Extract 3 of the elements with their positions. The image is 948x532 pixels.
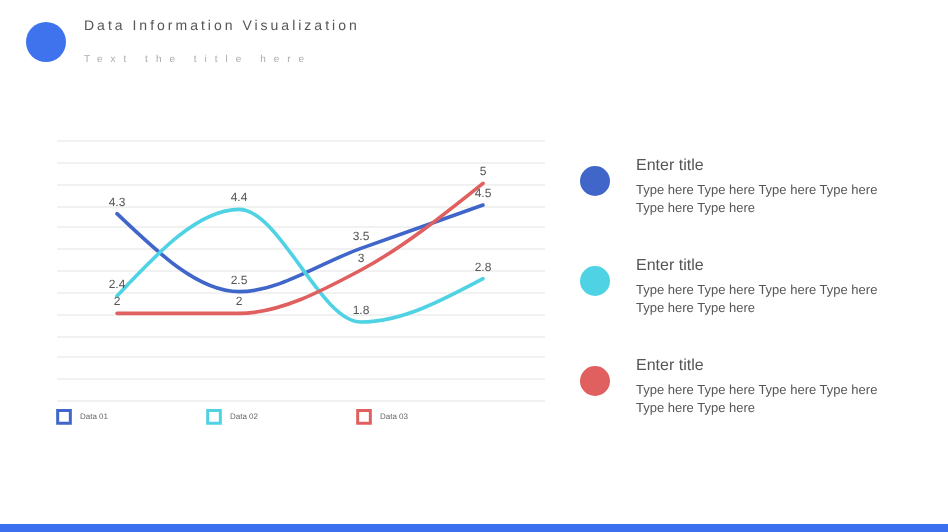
- text: Enter title: [636, 256, 704, 274]
- text: Enter title: [636, 156, 704, 174]
- text: Enter title: [636, 356, 704, 374]
